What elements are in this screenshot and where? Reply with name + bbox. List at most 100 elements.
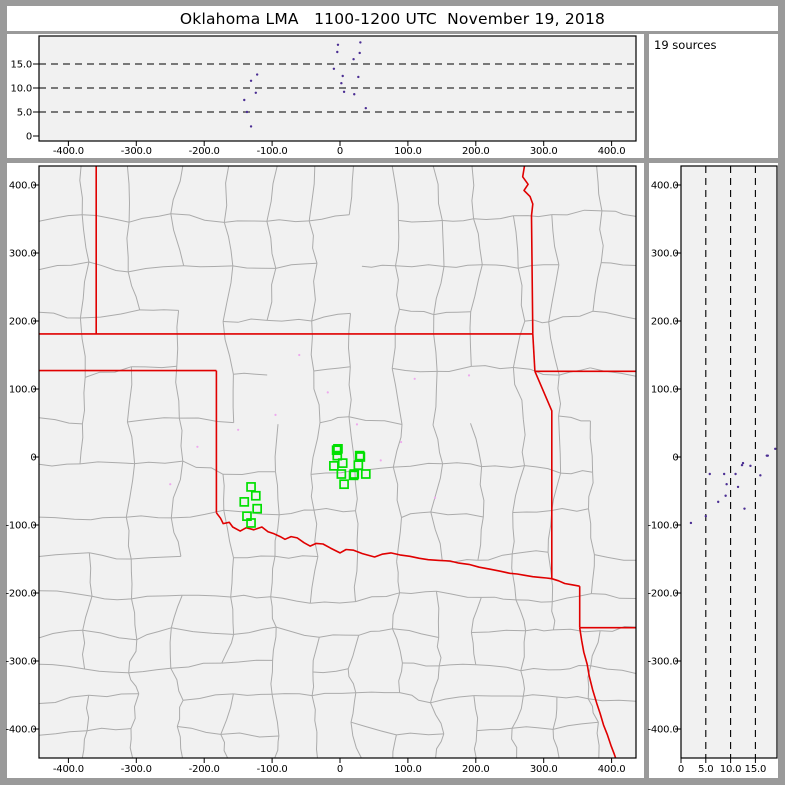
county-line xyxy=(39,516,91,521)
ns-altitude-spines xyxy=(680,165,778,759)
county-line xyxy=(430,511,443,561)
county-line xyxy=(266,221,277,269)
noise-speck xyxy=(379,459,382,462)
county-line xyxy=(392,367,438,373)
county-line xyxy=(128,672,140,694)
source-dot xyxy=(342,90,346,94)
county-line xyxy=(170,213,225,223)
county-line xyxy=(308,166,316,221)
county-line xyxy=(515,599,553,603)
source-square xyxy=(250,490,261,501)
source-dot xyxy=(336,43,340,46)
county-line xyxy=(430,695,474,704)
county-line xyxy=(179,417,234,424)
county-line xyxy=(432,424,444,464)
county-line xyxy=(232,265,276,269)
county-line xyxy=(272,627,277,661)
source-square xyxy=(348,470,359,481)
county-line xyxy=(436,590,482,598)
county-line xyxy=(590,665,636,674)
tick-label: 200.0 xyxy=(651,317,679,328)
county-line xyxy=(436,637,442,667)
tick-label: 10.0 xyxy=(720,764,741,775)
source-dot xyxy=(357,75,360,79)
tick-label: 5.0 xyxy=(698,764,713,775)
ew-altitude-spines xyxy=(38,35,637,142)
tick-label: 300.0 xyxy=(9,249,37,260)
tick-label: 300.0 xyxy=(530,146,558,157)
county-line xyxy=(266,219,310,223)
tick-label: 300.0 xyxy=(651,249,679,260)
source-dot xyxy=(759,474,762,477)
county-line xyxy=(512,367,524,420)
county-line xyxy=(315,731,318,758)
county-line xyxy=(556,695,589,700)
county-line xyxy=(475,664,521,672)
county-line xyxy=(590,554,595,594)
source-dot xyxy=(741,461,745,465)
source-square xyxy=(252,503,263,514)
county-line xyxy=(524,319,549,324)
county-line xyxy=(183,265,233,268)
county-line xyxy=(130,693,140,729)
county-line xyxy=(233,372,268,376)
county-line xyxy=(224,220,267,223)
county-line xyxy=(525,628,554,632)
county-line xyxy=(90,516,127,521)
tick-label: 10.0 xyxy=(11,84,32,95)
county-line xyxy=(350,721,397,736)
tick-label: -200.0 xyxy=(5,589,36,600)
county-line xyxy=(39,261,89,271)
county-line xyxy=(310,320,315,372)
county-line xyxy=(309,556,319,604)
tick-label: 0 xyxy=(26,132,32,143)
source-dot xyxy=(249,79,253,83)
county-line xyxy=(470,597,482,633)
county-line xyxy=(395,220,400,266)
county-line xyxy=(587,665,592,699)
county-line xyxy=(347,635,360,669)
county-line xyxy=(347,313,351,367)
tick-label: -100.0 xyxy=(5,521,36,532)
county-line xyxy=(128,213,171,223)
source-dot xyxy=(340,82,343,85)
noise-speck xyxy=(298,353,301,357)
county-line xyxy=(511,728,518,758)
county-line xyxy=(348,166,354,215)
county-line xyxy=(395,264,445,268)
county-line xyxy=(169,627,172,669)
county-line xyxy=(81,730,88,758)
tick-label: 200.0 xyxy=(462,764,490,775)
county-line xyxy=(170,166,184,214)
county-line xyxy=(87,727,132,732)
county-line xyxy=(355,510,359,554)
tick-label: -400.0 xyxy=(647,725,678,736)
source-square xyxy=(360,469,371,479)
county-line xyxy=(233,555,276,559)
county-line xyxy=(399,590,437,595)
source-dot xyxy=(725,483,728,486)
county-line xyxy=(311,671,315,696)
county-line xyxy=(430,511,484,518)
county-line xyxy=(433,311,471,316)
county-line xyxy=(594,554,636,561)
county-line xyxy=(176,726,183,758)
county-line xyxy=(310,422,321,475)
county-line xyxy=(432,371,438,426)
title-bar: Oklahoma LMA 1100-1200 UTC November 19, … xyxy=(7,6,778,31)
county-line xyxy=(88,261,129,273)
source-dot xyxy=(743,507,746,510)
county-line xyxy=(477,553,513,561)
county-line xyxy=(171,509,224,519)
tick-label: 15.0 xyxy=(11,60,32,71)
source-dot xyxy=(245,110,249,114)
tick-label: 400.0 xyxy=(598,764,626,775)
source-dot xyxy=(353,93,356,96)
county-line xyxy=(125,463,136,518)
county-line xyxy=(520,670,526,697)
county-line xyxy=(175,366,180,419)
tick-label: -400.0 xyxy=(53,764,84,775)
county-line xyxy=(473,215,514,221)
county-line xyxy=(587,698,599,723)
tick-label: -100.0 xyxy=(257,764,288,775)
